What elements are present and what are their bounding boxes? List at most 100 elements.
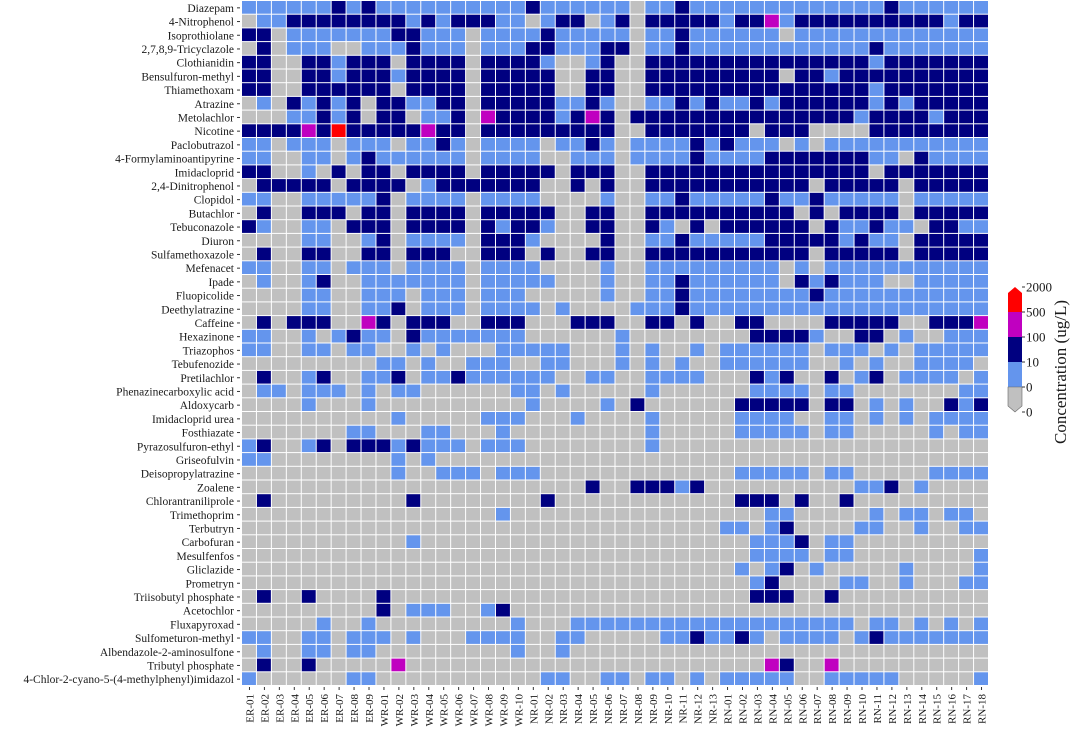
heatmap-cell <box>346 644 361 658</box>
heatmap-cell <box>675 206 690 220</box>
column-label: NR-07 <box>618 694 630 724</box>
heatmap-cell <box>242 165 256 179</box>
heatmap-cell <box>585 535 600 548</box>
heatmap-cell <box>495 165 510 179</box>
heatmap-cell <box>794 42 809 55</box>
heatmap-cell <box>525 124 540 137</box>
heatmap-cell <box>645 302 660 316</box>
heatmap-cell <box>361 480 376 494</box>
heatmap-cell <box>301 316 316 329</box>
heatmap-cell <box>301 644 316 658</box>
heatmap-cell <box>391 206 406 220</box>
heatmap-cell <box>660 672 675 685</box>
heatmap-cell <box>630 617 645 631</box>
heatmap-cell <box>764 603 779 617</box>
heatmap-cell <box>346 138 361 151</box>
heatmap-cell <box>749 576 764 590</box>
heatmap-cell <box>884 590 899 603</box>
heatmap-cell <box>286 329 301 343</box>
heatmap-cell <box>824 672 839 685</box>
heatmap-cell <box>391 165 406 179</box>
heatmap-cell <box>944 55 959 69</box>
heatmap-cell <box>421 151 436 165</box>
heatmap-cell <box>540 1 555 14</box>
heatmap-cell <box>286 576 301 590</box>
heatmap-cell <box>675 42 690 55</box>
heatmap-cell <box>585 179 600 192</box>
heatmap-cell <box>406 617 421 631</box>
heatmap-cell <box>301 220 316 233</box>
heatmap-cell <box>779 343 794 357</box>
heatmap-cell <box>809 206 824 220</box>
heatmap-cell <box>705 672 720 685</box>
heatmap-cell <box>645 14 660 28</box>
heatmap-cell <box>824 83 839 96</box>
heatmap-cell <box>540 425 555 439</box>
heatmap-cell <box>690 179 705 192</box>
heatmap-cell <box>749 55 764 69</box>
heatmap-cell <box>854 343 869 357</box>
heatmap-cell <box>794 439 809 453</box>
heatmap-cell <box>361 83 376 96</box>
heatmap-cell <box>242 151 256 165</box>
heatmap-cell <box>749 69 764 83</box>
heatmap-cell <box>749 220 764 233</box>
heatmap-cell <box>764 96 779 110</box>
heatmap-cell <box>242 466 256 480</box>
heatmap-cell <box>764 55 779 69</box>
heatmap-cell <box>376 96 391 110</box>
heatmap-cell <box>361 14 376 28</box>
heatmap-cell <box>824 220 839 233</box>
heatmap-cell <box>809 398 824 411</box>
heatmap-cell <box>570 179 585 192</box>
heatmap-cell <box>630 275 645 288</box>
heatmap-cell <box>884 425 899 439</box>
heatmap-cell <box>809 480 824 494</box>
heatmap-cell <box>555 507 570 521</box>
heatmap-cell <box>749 631 764 644</box>
heatmap-cell <box>466 192 481 206</box>
heatmap-cell <box>361 370 376 384</box>
heatmap-cell <box>869 590 884 603</box>
heatmap-cell <box>899 590 914 603</box>
heatmap-cell <box>645 549 660 562</box>
row-label: Imidacloprid <box>175 167 235 179</box>
heatmap-cell <box>764 69 779 83</box>
heatmap-cell <box>406 603 421 617</box>
heatmap-cell <box>421 165 436 179</box>
heatmap-cell <box>929 521 944 535</box>
heatmap-cell <box>899 549 914 562</box>
heatmap-cell <box>854 466 869 480</box>
heatmap-cell <box>809 69 824 83</box>
heatmap-cell <box>361 55 376 69</box>
heatmap-cell <box>242 549 256 562</box>
heatmap-cell <box>720 329 735 343</box>
heatmap-cell <box>794 617 809 631</box>
heatmap-cell <box>316 206 331 220</box>
heatmap-cell <box>316 42 331 55</box>
heatmap-cell <box>540 138 555 151</box>
heatmap-cell <box>839 480 854 494</box>
heatmap-cell <box>495 206 510 220</box>
heatmap-cell <box>510 535 525 548</box>
heatmap-cell <box>495 247 510 261</box>
heatmap-cell <box>286 261 301 274</box>
heatmap-cell <box>615 343 630 357</box>
heatmap-cell <box>406 275 421 288</box>
heatmap-cell <box>391 398 406 411</box>
heatmap-cell <box>585 343 600 357</box>
heatmap-cell <box>346 261 361 274</box>
heatmap-cell <box>406 329 421 343</box>
heatmap-cell <box>824 96 839 110</box>
heatmap-cell <box>630 192 645 206</box>
heatmap-cell <box>914 412 929 425</box>
heatmap-cell <box>391 192 406 206</box>
heatmap-cell <box>914 55 929 69</box>
heatmap-cell <box>645 576 660 590</box>
heatmap-cell <box>660 453 675 466</box>
heatmap-cell <box>555 617 570 631</box>
heatmap-cell <box>720 316 735 329</box>
heatmap-cell <box>764 384 779 398</box>
heatmap-cell <box>764 658 779 672</box>
heatmap-cell <box>944 261 959 274</box>
